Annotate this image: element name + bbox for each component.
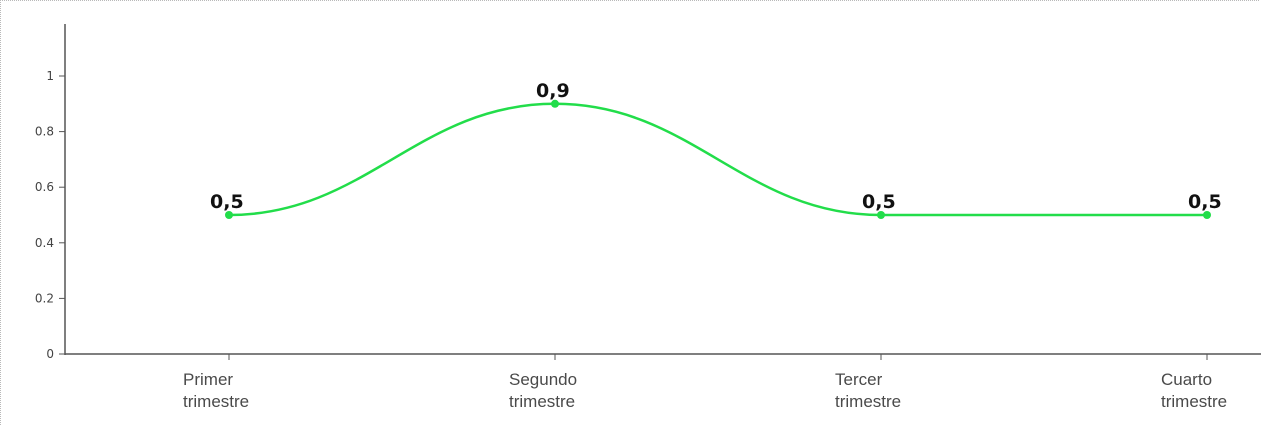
y-tick-label: 0.6 <box>35 180 54 194</box>
y-axis-ticks: 0 0.2 0.4 0.6 0.8 1 <box>35 69 65 361</box>
x-tick-label: Primer <box>183 370 233 389</box>
data-label: 0,5 <box>210 191 244 213</box>
x-axis-ticks: Primer trimestre Segundo trimestre Tercer tri… <box>183 354 1227 411</box>
y-tick-label: 0.4 <box>35 236 54 250</box>
data-label: 0,5 <box>862 191 896 213</box>
y-tick-label: 0.8 <box>35 125 54 139</box>
data-label: 0,5 <box>1188 191 1222 213</box>
x-tick-label: trimestre <box>1161 392 1227 411</box>
series-line <box>228 102 1207 217</box>
x-tick-label: trimestre <box>835 392 901 411</box>
data-point <box>877 211 885 219</box>
data-label: 0,9 <box>536 80 570 102</box>
data-point <box>1203 211 1211 219</box>
chart-axes <box>64 24 1261 355</box>
y-tick-label: 0 <box>46 347 54 361</box>
data-point <box>551 99 559 108</box>
y-tick-label: 1 <box>46 69 54 83</box>
y-tick-label: 0.2 <box>35 291 54 305</box>
x-tick-label: Segundo <box>509 370 577 389</box>
data-point <box>225 211 233 219</box>
x-tick-label: Tercer <box>835 370 883 389</box>
x-tick-label: trimestre <box>509 392 575 411</box>
x-tick-label: trimestre <box>183 392 249 411</box>
series-layer <box>225 99 1211 219</box>
data-labels-layer: 0,5 0,9 0,5 0,5 <box>210 80 1222 213</box>
x-tick-label: Cuarto <box>1161 370 1212 389</box>
